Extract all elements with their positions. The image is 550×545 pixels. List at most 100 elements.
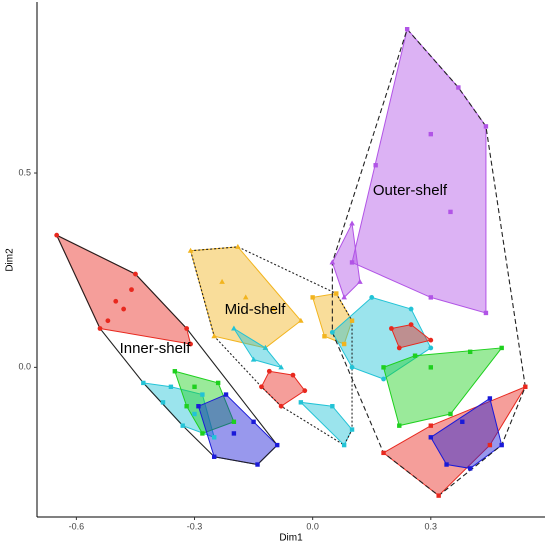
group-hull <box>189 246 353 446</box>
point <box>408 322 414 328</box>
point <box>448 411 453 417</box>
point <box>196 404 201 409</box>
point <box>262 344 269 350</box>
point <box>428 435 433 440</box>
cluster-hull <box>430 397 503 469</box>
point <box>200 392 205 397</box>
point <box>404 27 410 32</box>
point <box>141 380 146 386</box>
x-tick-label: 0.3 <box>425 521 438 531</box>
point <box>255 462 260 467</box>
point <box>381 376 386 382</box>
cluster-hull <box>260 370 306 407</box>
point <box>334 291 339 296</box>
point <box>523 384 528 389</box>
point <box>373 163 378 168</box>
point <box>184 326 190 331</box>
point <box>266 368 272 374</box>
group-hull <box>331 28 526 497</box>
point <box>129 287 134 293</box>
point <box>180 423 185 428</box>
point <box>428 131 433 137</box>
point <box>396 345 402 351</box>
point <box>487 396 493 401</box>
point <box>349 318 355 323</box>
point <box>412 353 418 358</box>
point <box>329 259 336 265</box>
point <box>310 295 315 300</box>
group-label: Mid-shelf <box>225 301 287 318</box>
point <box>160 400 166 405</box>
point <box>192 411 197 417</box>
point <box>322 334 327 339</box>
point <box>251 419 256 424</box>
point <box>187 247 194 253</box>
point <box>223 392 229 397</box>
point <box>97 326 103 331</box>
group-label: Inner-shelf <box>120 340 192 357</box>
point <box>184 404 189 409</box>
point <box>499 442 504 448</box>
cluster-hull <box>174 370 235 435</box>
point <box>113 298 119 304</box>
group-hull <box>55 234 278 466</box>
point <box>436 493 441 498</box>
point <box>349 220 355 226</box>
x-axis-title: Dim1 <box>279 533 303 544</box>
point <box>54 232 60 238</box>
point <box>483 310 489 316</box>
cluster-hull <box>55 234 192 345</box>
point <box>275 442 280 448</box>
point <box>428 337 434 343</box>
point <box>200 431 205 436</box>
hull-layer <box>55 28 527 497</box>
point <box>215 380 221 386</box>
cluster-hull <box>299 401 353 446</box>
point <box>456 85 461 90</box>
point <box>133 271 138 277</box>
point <box>381 450 386 456</box>
group-label: Outer-shelf <box>373 182 448 199</box>
point <box>121 306 127 312</box>
point <box>408 306 414 312</box>
point <box>381 365 386 370</box>
y-tick-label: 0.5 <box>18 167 31 177</box>
x-tick-label: 0.0 <box>306 521 319 531</box>
point <box>467 466 473 471</box>
point <box>330 404 335 409</box>
point <box>168 384 174 389</box>
point <box>242 294 249 300</box>
point <box>499 345 504 351</box>
point <box>428 345 434 351</box>
point <box>231 431 237 436</box>
point <box>349 364 355 370</box>
point <box>428 295 433 300</box>
point <box>341 341 347 347</box>
point <box>341 442 347 448</box>
point <box>487 442 493 448</box>
y-tick-label: 0.0 <box>18 362 31 372</box>
cluster-hull <box>382 385 527 497</box>
point <box>341 294 347 300</box>
point <box>298 400 304 405</box>
point <box>278 403 284 409</box>
point <box>349 260 355 265</box>
point <box>219 278 225 284</box>
cluster-hull <box>331 221 361 299</box>
point <box>250 356 257 362</box>
point <box>231 325 237 331</box>
cluster-hull <box>351 28 487 314</box>
y-axis-title: Dim2 <box>5 248 16 272</box>
point <box>235 243 241 249</box>
point <box>211 333 218 339</box>
x-tick-label: -0.6 <box>69 521 85 531</box>
point <box>467 349 473 355</box>
point <box>212 435 217 440</box>
point <box>290 372 296 378</box>
point <box>428 423 433 428</box>
point <box>444 462 449 467</box>
cluster-hull <box>382 347 503 427</box>
point <box>329 329 335 335</box>
